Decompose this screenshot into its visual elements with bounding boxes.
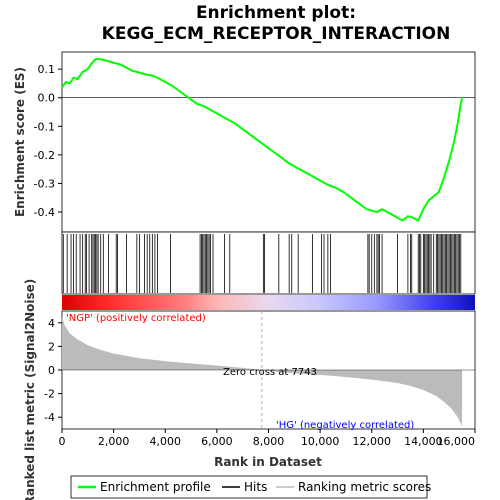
- es-y-tick-label: 0.0: [38, 92, 56, 105]
- positive-correlation-label: 'NGP' (positively correlated): [66, 313, 206, 324]
- legend-frame: [70, 475, 428, 499]
- negative-correlation-label: 'HG' (negatively correlated): [276, 420, 414, 431]
- x-tick-label: 2,000: [98, 435, 130, 448]
- enrichment-profile-line: [61, 58, 464, 222]
- rank-color-bar: [62, 295, 475, 310]
- es-y-ticks: 0.1 0.0 -0.1 -0.2 -0.3 -0.4: [34, 63, 62, 219]
- metric-y-tick-label: -2: [44, 388, 55, 401]
- metric-panel: 4 2 0 -2 -4 'NGP' (positively correlated) 'H…: [23, 279, 476, 500]
- metric-y-tick-label: 2: [48, 340, 55, 353]
- legend-metric-label: Ranking metric scores: [298, 480, 431, 494]
- x-tick-label: 10,000: [301, 435, 340, 448]
- metric-y-tick-label: 0: [48, 364, 55, 377]
- x-tick-label: 0: [59, 435, 66, 448]
- metric-y-axis-label: Ranked list metric (Signal2Noise): [23, 279, 37, 500]
- chart-title-line2: KEGG_ECM_RECEPTOR_INTERACTION: [102, 24, 451, 44]
- x-tick-label: 6,000: [201, 435, 233, 448]
- x-axis-ticks: 0 2,000 4,000 6,000 8,000 10,000 12,000 14,0001…: [59, 429, 476, 448]
- metric-y-tick-label: 4: [48, 317, 55, 330]
- x-tick-label: 12,000: [353, 435, 392, 448]
- hits-panel: [61, 231, 476, 295]
- ranking-metric-area: [62, 316, 463, 427]
- x-tick-label: 4,000: [150, 435, 182, 448]
- x-tick-label: 16,000: [437, 435, 476, 448]
- zero-cross-label: Zero cross at 7743: [223, 367, 317, 378]
- chart-title-line1: Enrichment plot:: [196, 3, 356, 23]
- es-y-tick-label: -0.3: [34, 177, 55, 190]
- legend: Enrichment profile Hits Ranking metric s…: [70, 475, 431, 499]
- x-tick-label: 8,000: [253, 435, 285, 448]
- legend-hits-label: Hits: [244, 480, 267, 494]
- x-tick-label: 14,000: [404, 435, 443, 448]
- es-panel-frame: [61, 51, 476, 233]
- hits-panel-frame: [61, 231, 476, 295]
- es-panel: 0.1 0.0 -0.1 -0.2 -0.3 -0.4 Enrichment score …: [13, 51, 476, 233]
- es-y-tick-label: -0.1: [34, 120, 55, 133]
- legend-enrichment-label: Enrichment profile: [100, 480, 211, 494]
- es-y-tick-label: -0.2: [34, 149, 55, 162]
- metric-y-tick-label: -4: [44, 411, 55, 424]
- es-y-axis-label: Enrichment score (ES): [13, 67, 27, 217]
- metric-y-ticks: 4 2 0 -2 -4: [44, 317, 62, 424]
- es-y-tick-label: -0.4: [34, 206, 55, 219]
- es-y-tick-label: 0.1: [38, 63, 56, 76]
- x-axis-label: Rank in Dataset: [214, 455, 322, 469]
- hit-ticks: [62, 234, 462, 293]
